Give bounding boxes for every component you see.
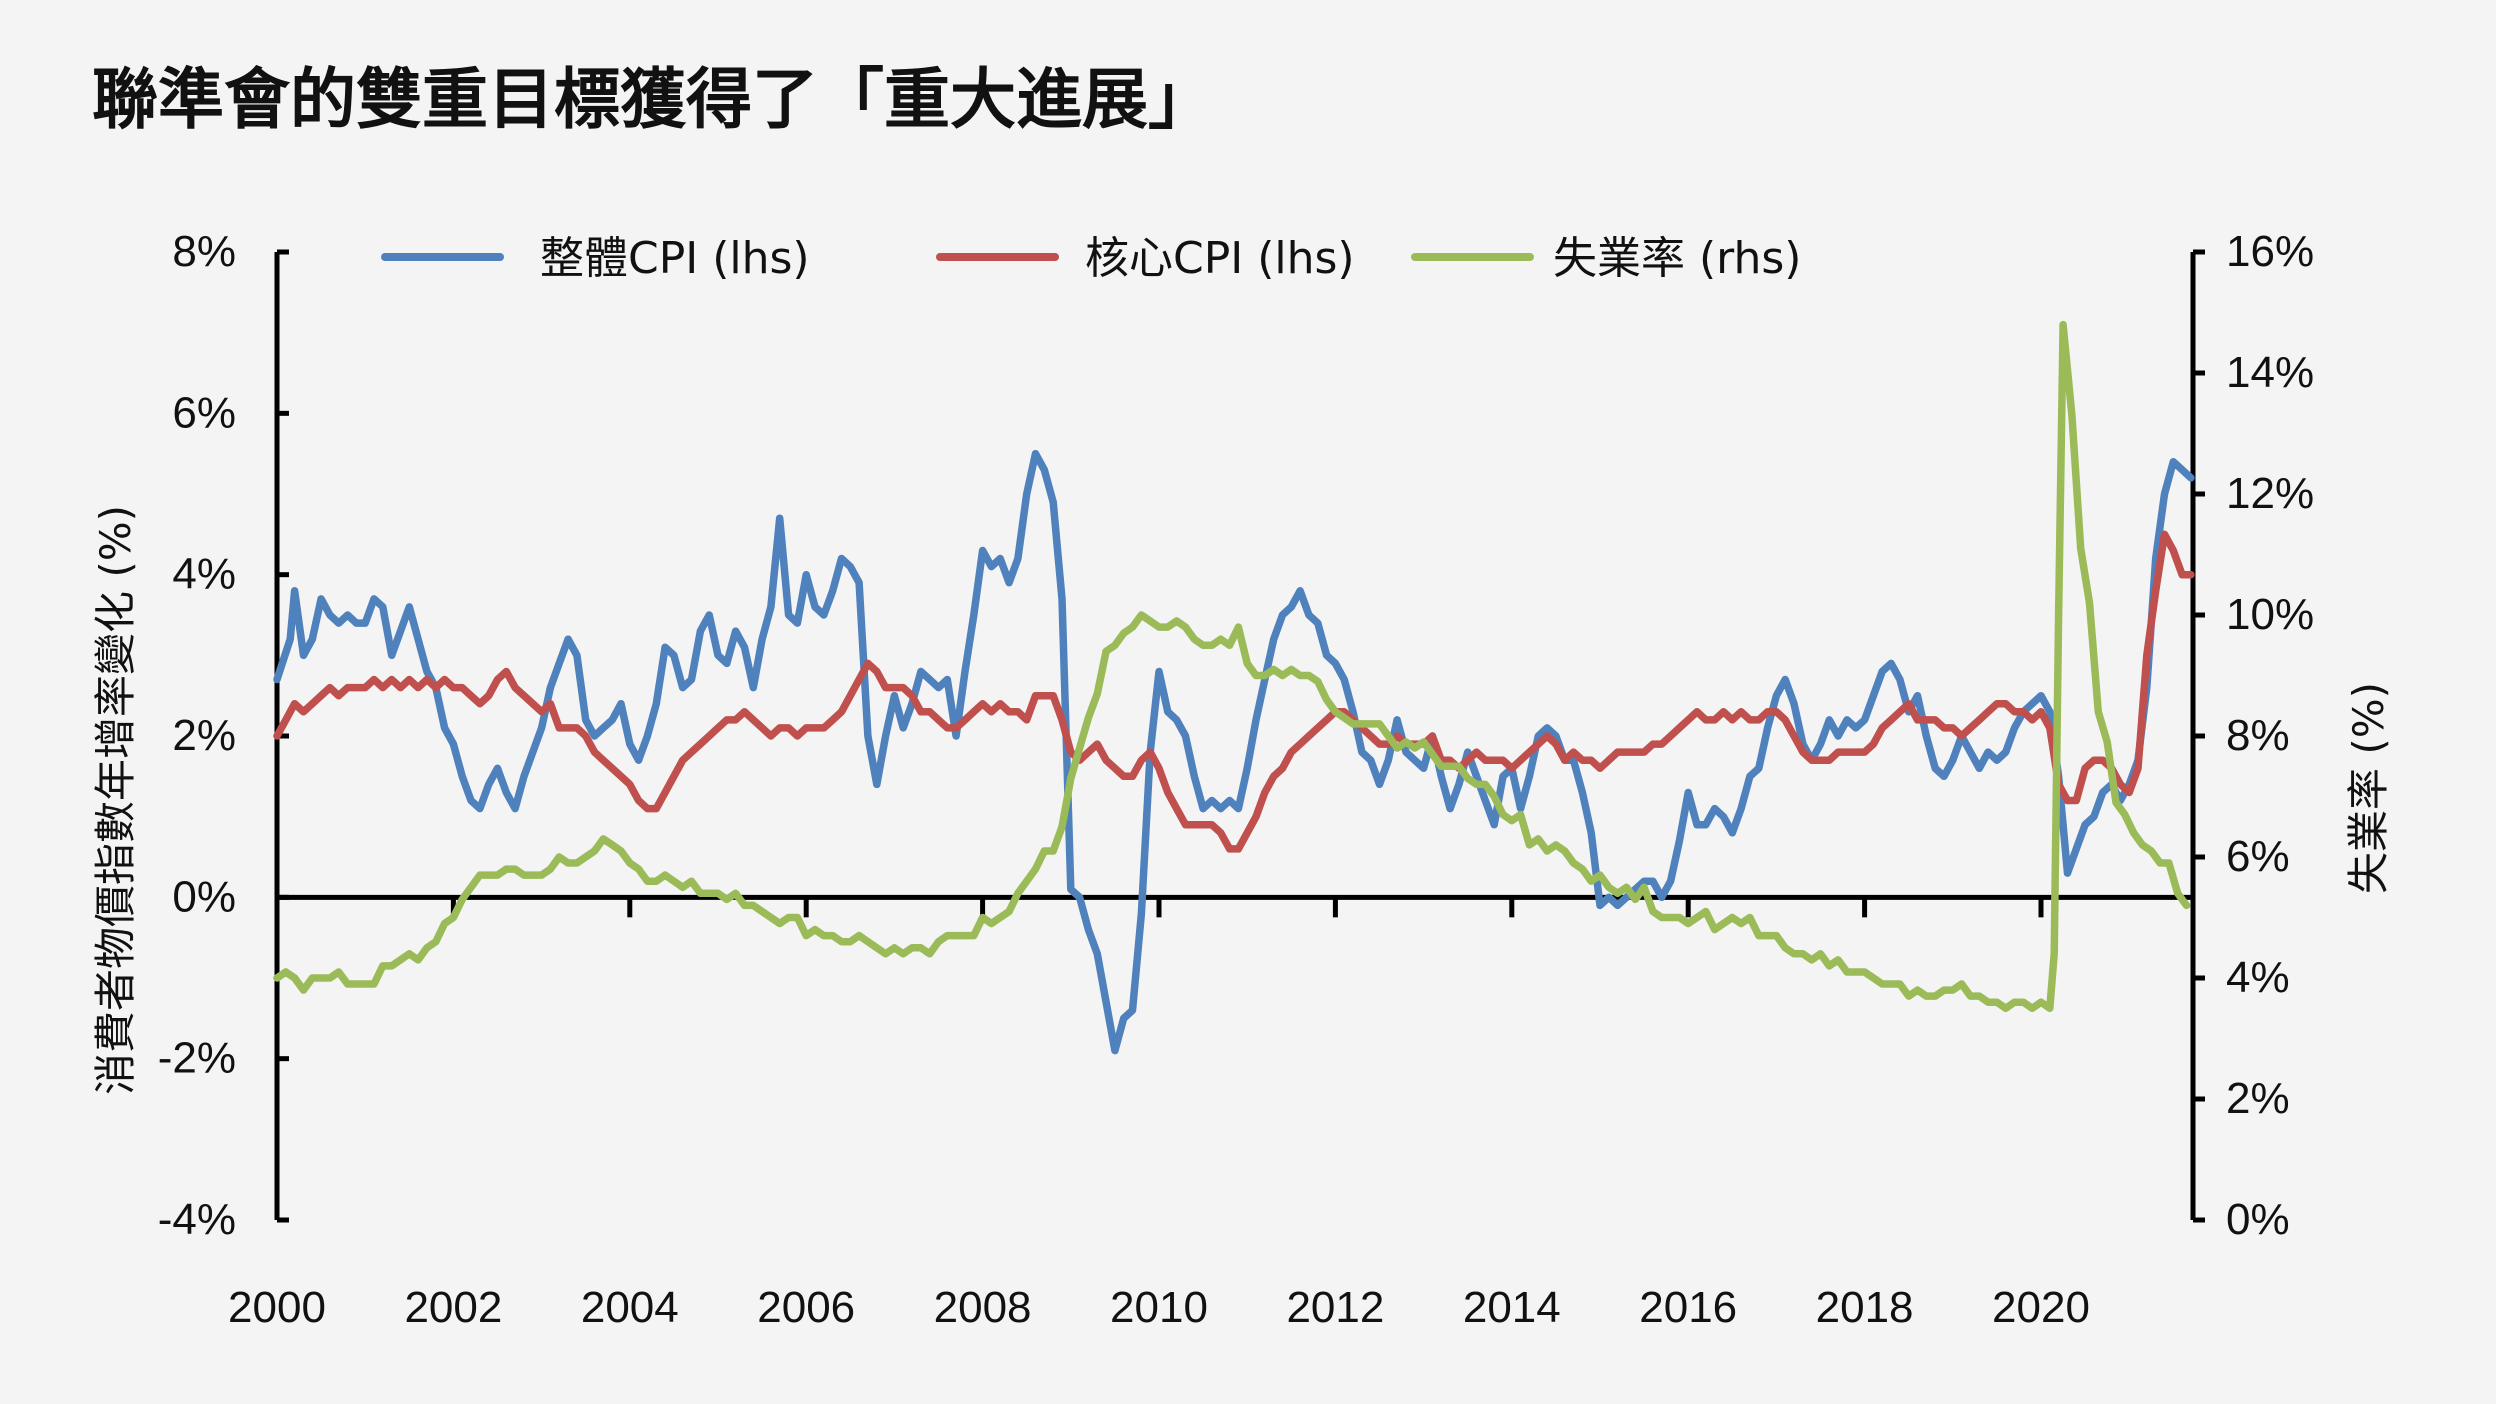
x-tick-label: 2002 (404, 1283, 502, 1332)
series-layer (273, 320, 2195, 1055)
legend-label: 失業率 (rhs) (1553, 233, 1801, 284)
axes: -4% -2% 0% 2% 4% 6% 8% 0% 2% 4% 6% 8% 10% 12% 14% 16% 20… (158, 227, 2314, 1332)
y2-tick-label: 12% (2226, 469, 2314, 518)
legend-item-unemployment: 失業率 (rhs) (1411, 233, 1801, 284)
y2-tick-label: 16% (2226, 227, 2314, 276)
legend-label: 整體CPI (lhs) (540, 233, 810, 284)
x-tick-label: 2006 (757, 1283, 855, 1332)
y2-tick-label: 2% (2226, 1074, 2290, 1123)
x-tick-label: 2018 (1816, 1283, 1914, 1332)
y-tick-label: 2% (172, 711, 236, 760)
x-tick-label: 2020 (1992, 1283, 2090, 1332)
x-tick-label: 2004 (581, 1283, 679, 1332)
y-tick-label: 8% (172, 227, 236, 276)
unemployment-line (273, 320, 2191, 1013)
x-tick-label: 2008 (934, 1283, 1032, 1332)
y2-tick-label: 0% (2226, 1195, 2290, 1244)
y2-tick-label: 6% (2226, 832, 2290, 881)
x-tick-label: 2016 (1639, 1283, 1737, 1332)
x-tick-label: 2010 (1110, 1283, 1208, 1332)
legend-item-cpi: 整體CPI (lhs) (381, 233, 810, 284)
y-tick-label: -2% (158, 1034, 236, 1083)
y2-tick-label: 8% (2226, 711, 2290, 760)
chart-title: 聯準會的雙重目標獲得了「重大進展」 (92, 61, 1214, 138)
y-tick-label: 0% (172, 872, 236, 921)
y-tick-label: 4% (172, 550, 236, 599)
y2-tick-label: 14% (2226, 348, 2314, 397)
legend-item-core-cpi: 核心CPI (lhs) (936, 233, 1355, 284)
y-axis-title: 消費者物價指數年增率變化 (%) (91, 505, 140, 1095)
legend-label: 核心CPI (lhs) (1085, 233, 1355, 284)
x-tick-label: 2014 (1463, 1283, 1561, 1332)
y2-tick-label: 10% (2226, 590, 2314, 639)
y-tick-label: -4% (158, 1195, 236, 1244)
x-tick-label: 2012 (1286, 1283, 1384, 1332)
x-tick-label: 2000 (228, 1283, 326, 1332)
legend: 整體CPI (lhs) 核心CPI (lhs) 失業率 (rhs) (381, 233, 1801, 284)
y-tick-label: 6% (172, 388, 236, 437)
y2-tick-label: 4% (2226, 953, 2290, 1002)
core-cpi-line (273, 530, 2195, 853)
cpi-line (273, 449, 2195, 1055)
y2-axis-title: 失業率 (%) (2344, 682, 2393, 894)
